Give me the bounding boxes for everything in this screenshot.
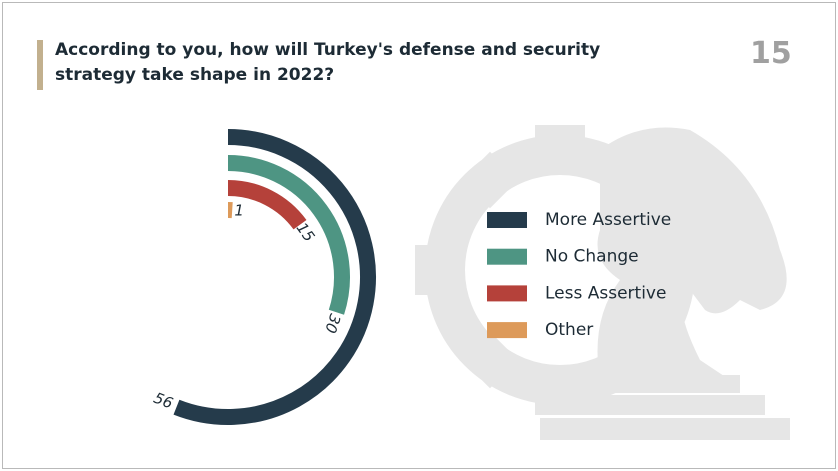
legend-swatch (487, 285, 527, 302)
legend: More Assertive No Change Less Assertive Oth… (487, 210, 671, 340)
legend-swatch (487, 248, 527, 265)
legend-label: Other (545, 320, 593, 340)
page-number: 15 (750, 36, 792, 71)
value-label: 56 (151, 389, 175, 413)
chart-title: According to you, how will Turkey's defe… (55, 40, 601, 85)
legend-label: More Assertive (545, 210, 671, 230)
arc-bar (227, 155, 350, 315)
background-art (415, 125, 790, 440)
arc-bar (173, 129, 376, 425)
value-label: 30 (321, 312, 344, 336)
legend-label: No Change (545, 247, 639, 267)
legend-swatch (487, 212, 527, 228)
title-accent (37, 40, 43, 90)
value-label: 1 (234, 201, 244, 219)
legend-swatch (487, 322, 527, 339)
arc-bar (227, 180, 307, 230)
legend-label: Less Assertive (545, 283, 666, 303)
